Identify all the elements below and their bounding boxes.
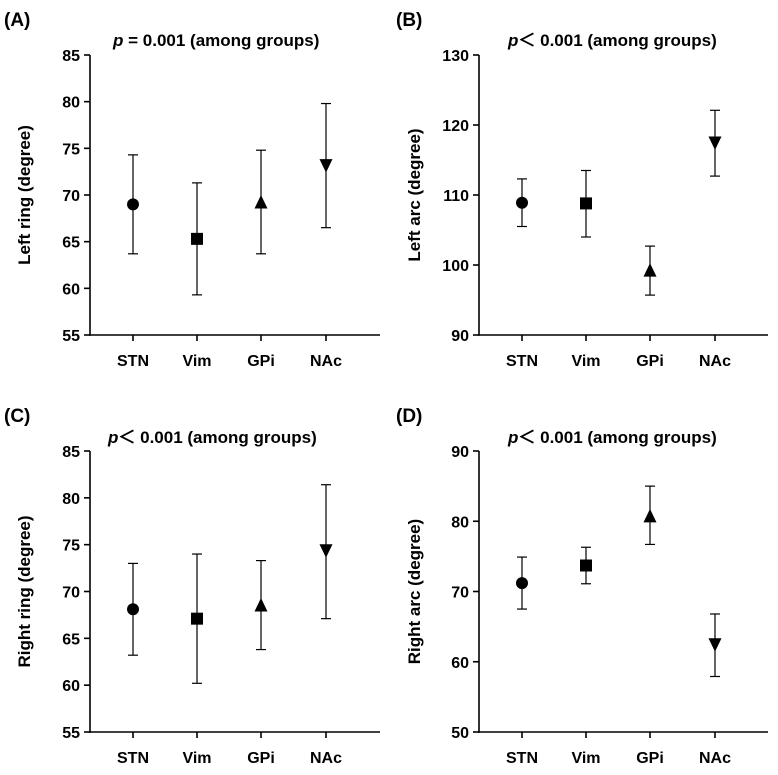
- x-tick-label: GPi: [247, 750, 275, 767]
- mean-point-circle: [516, 196, 528, 209]
- mean-point-square: [191, 232, 203, 245]
- y-tick-label: 70: [62, 188, 80, 205]
- y-tick-label: 70: [451, 585, 469, 602]
- y-tick-label: 60: [62, 281, 80, 298]
- y-tick-label: 65: [62, 631, 80, 648]
- x-tick-label: STN: [117, 353, 149, 370]
- x-tick-label: Vim: [571, 750, 600, 767]
- y-tick-label: 75: [62, 141, 80, 158]
- mean-point-triangle-up: [643, 508, 657, 523]
- panel-label: (B): [396, 10, 422, 31]
- y-tick-label: 60: [451, 655, 469, 672]
- y-tick-label: 80: [451, 514, 469, 531]
- mean-point-triangle-down: [319, 159, 333, 173]
- x-tick-label: Vim: [182, 750, 211, 767]
- p-symbol: p: [107, 428, 118, 447]
- x-tick-label: STN: [117, 750, 149, 767]
- y-axis-label: Left arc (degree): [405, 128, 424, 261]
- x-tick-label: GPi: [247, 353, 275, 370]
- x-tick-label: NAc: [310, 353, 342, 370]
- panel-1: (B) p＜ 0.001 (among groups) 90 100 110 120 130…: [396, 10, 768, 370]
- p-symbol: p: [507, 31, 518, 50]
- x-tick-label: GPi: [636, 750, 664, 767]
- mean-point-triangle-up: [254, 194, 268, 209]
- y-tick-label: 50: [451, 725, 469, 742]
- x-tick-label: STN: [506, 750, 538, 767]
- mean-point-square: [580, 197, 592, 210]
- mean-point-circle: [127, 603, 139, 616]
- y-tick-label: 120: [442, 118, 469, 135]
- p-value-text: ＜ 0.001 (among groups): [518, 31, 716, 50]
- y-tick-label: 85: [62, 444, 80, 461]
- y-axis-label: Left ring (degree): [15, 125, 34, 265]
- panel-label: (C): [4, 406, 30, 427]
- mean-point-circle: [516, 577, 528, 590]
- y-tick-label: 80: [62, 95, 80, 112]
- p-value-text: = 0.001 (among groups): [123, 31, 319, 50]
- mean-point-triangle-up: [254, 598, 268, 612]
- panel-2: (C) p＜ 0.001 (among groups) 55 60 65 70 75 80 85…: [4, 406, 380, 767]
- mean-point-triangle-up: [643, 263, 657, 277]
- y-tick-label: 75: [62, 538, 80, 555]
- panel-label: (A): [4, 10, 30, 31]
- y-tick-label: 100: [442, 258, 469, 275]
- x-tick-label: GPi: [636, 353, 664, 370]
- mean-point-triangle-down: [319, 544, 333, 558]
- mean-point-square: [191, 612, 203, 625]
- panel-3: (D) p＜ 0.001 (among groups) 50 60 70 80 90 Righ…: [396, 406, 768, 767]
- p-value-title: p＜ 0.001 (among groups): [107, 428, 317, 447]
- x-tick-label: Vim: [571, 353, 600, 370]
- y-tick-label: 130: [442, 48, 469, 65]
- p-value-text: ＜ 0.001 (among groups): [118, 428, 316, 447]
- y-tick-label: 60: [62, 678, 80, 695]
- y-tick-label: 85: [62, 48, 80, 65]
- p-value-title: p＜ 0.001 (among groups): [507, 31, 717, 50]
- y-tick-label: 55: [62, 328, 80, 345]
- x-tick-label: NAc: [699, 353, 731, 370]
- y-tick-label: 70: [62, 585, 80, 602]
- p-value-text: ＜ 0.001 (among groups): [518, 428, 716, 447]
- y-tick-label: 90: [451, 328, 469, 345]
- p-value-title: p = 0.001 (among groups): [112, 31, 319, 50]
- y-axis-label: Right ring (degree): [15, 515, 34, 667]
- mean-point-triangle-down: [708, 638, 722, 652]
- p-symbol: p: [507, 428, 518, 447]
- p-value-title: p＜ 0.001 (among groups): [507, 428, 717, 447]
- y-tick-label: 65: [62, 235, 80, 252]
- mean-point-circle: [127, 198, 139, 211]
- mean-point-square: [580, 559, 592, 572]
- x-tick-label: NAc: [699, 750, 731, 767]
- panel-0: (A) p = 0.001 (among groups) 55 60 65 70 75 80 8…: [4, 10, 380, 370]
- y-tick-label: 90: [451, 444, 469, 461]
- y-tick-label: 55: [62, 725, 80, 742]
- p-symbol: p: [112, 31, 123, 50]
- y-tick-label: 110: [443, 188, 469, 205]
- y-axis-label: Right arc (degree): [405, 519, 424, 664]
- x-tick-label: NAc: [310, 750, 342, 767]
- y-tick-label: 80: [62, 491, 80, 508]
- x-tick-label: STN: [506, 353, 538, 370]
- x-tick-label: Vim: [182, 353, 211, 370]
- panel-label: (D): [396, 406, 422, 427]
- mean-point-triangle-down: [708, 136, 722, 150]
